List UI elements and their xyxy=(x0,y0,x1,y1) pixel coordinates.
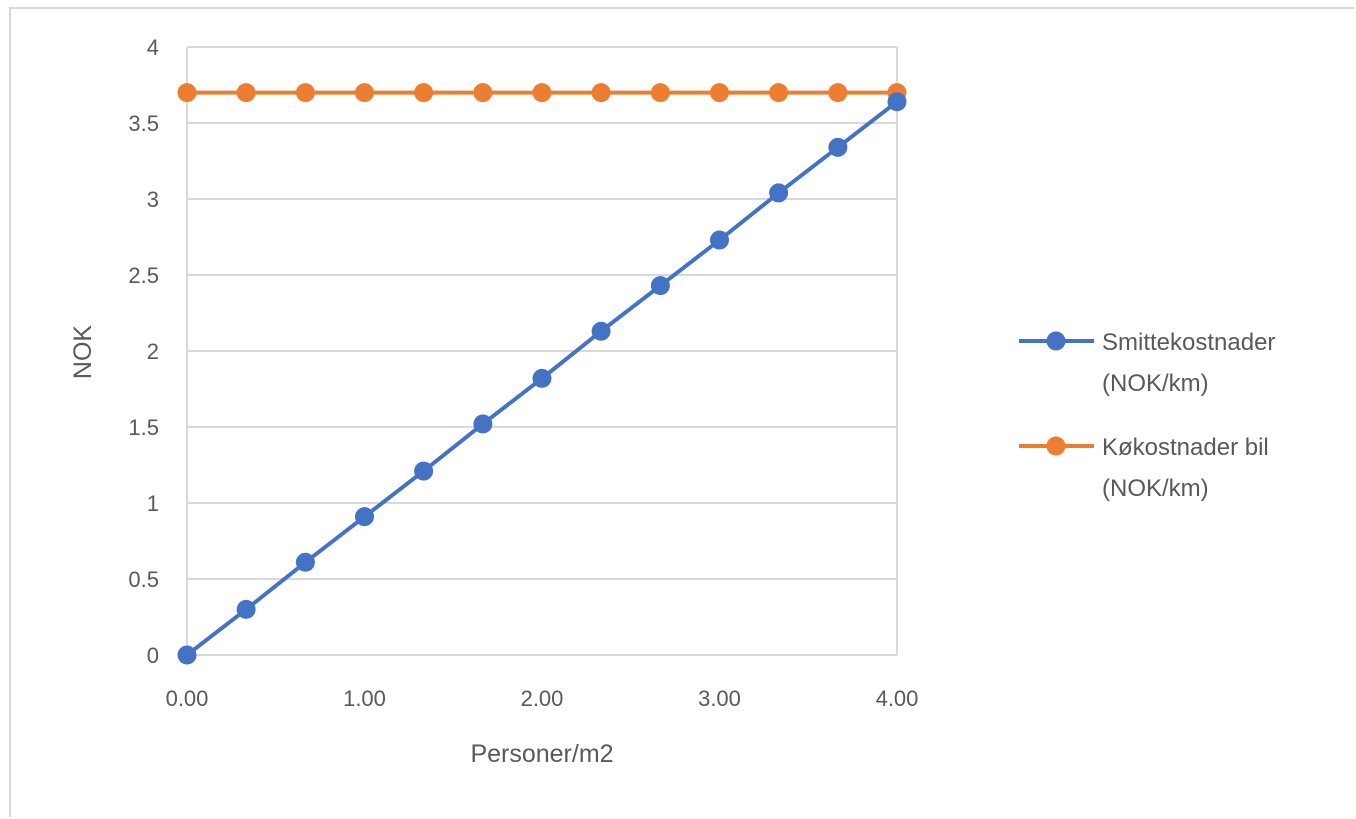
y-tick-label: 4 xyxy=(147,35,159,60)
data-point xyxy=(828,137,848,157)
y-tick-label: 0.5 xyxy=(128,567,159,592)
data-point xyxy=(532,368,552,388)
data-point xyxy=(532,83,552,103)
data-point xyxy=(473,414,493,434)
x-tick-label: 0.00 xyxy=(166,686,209,711)
data-point xyxy=(177,83,197,103)
data-point xyxy=(828,83,848,103)
y-tick-label: 3.5 xyxy=(128,111,159,136)
y-tick-label: 1.5 xyxy=(128,415,159,440)
y-axis-title: NOK xyxy=(69,325,97,380)
data-point xyxy=(769,183,789,203)
x-tick-label: 3.00 xyxy=(698,686,741,711)
data-point xyxy=(473,83,493,103)
y-tick-label: 0 xyxy=(147,643,159,668)
gridlines xyxy=(186,46,898,656)
x-axis-title: Personer/m2 xyxy=(470,740,613,768)
data-point xyxy=(236,83,256,103)
legend-item-0: Smittekostnader (NOK/km) xyxy=(1019,329,1275,397)
data-point xyxy=(710,230,729,250)
data-point xyxy=(591,321,611,341)
legend-label: Køkostnader bil xyxy=(1102,434,1269,461)
y-axis-ticks: 0 0.5 1 1.5 2 2.5 3 3.5 4 xyxy=(128,35,159,668)
y-tick-label: 2.5 xyxy=(128,263,159,288)
legend-label: (NOK/km) xyxy=(1102,475,1209,502)
data-point xyxy=(650,276,670,296)
data-point xyxy=(414,461,434,481)
x-tick-label: 2.00 xyxy=(521,686,564,711)
legend-marker xyxy=(1046,436,1066,456)
data-point xyxy=(887,92,907,112)
y-tick-label: 3 xyxy=(147,187,159,212)
legend-label: Smittekostnader xyxy=(1102,329,1275,356)
data-point xyxy=(355,83,374,103)
legend: Smittekostnader (NOK/km) Køkostnader bil (N… xyxy=(1019,329,1275,502)
data-point xyxy=(295,552,315,572)
legend-item-1: Køkostnader bil (NOK/km) xyxy=(1019,434,1269,502)
x-axis-ticks: 0.00 1.00 2.00 3.00 4.00 xyxy=(166,686,919,711)
data-point xyxy=(591,83,611,103)
series-1 xyxy=(177,83,907,103)
x-tick-label: 1.00 xyxy=(343,686,386,711)
data-point xyxy=(355,507,374,527)
data-point xyxy=(236,599,256,619)
y-tick-label: 1 xyxy=(147,491,159,516)
legend-label: (NOK/km) xyxy=(1102,370,1209,397)
chart-frame xyxy=(9,7,1354,817)
x-tick-label: 4.00 xyxy=(876,686,919,711)
series-0 xyxy=(177,92,907,665)
data-point xyxy=(769,83,789,103)
data-point xyxy=(295,83,315,103)
data-point xyxy=(177,645,197,665)
legend-marker xyxy=(1046,331,1066,351)
series-layer xyxy=(177,83,907,665)
y-tick-label: 2 xyxy=(147,339,159,364)
data-point xyxy=(650,83,670,103)
data-point xyxy=(414,83,434,103)
data-point xyxy=(710,83,729,103)
